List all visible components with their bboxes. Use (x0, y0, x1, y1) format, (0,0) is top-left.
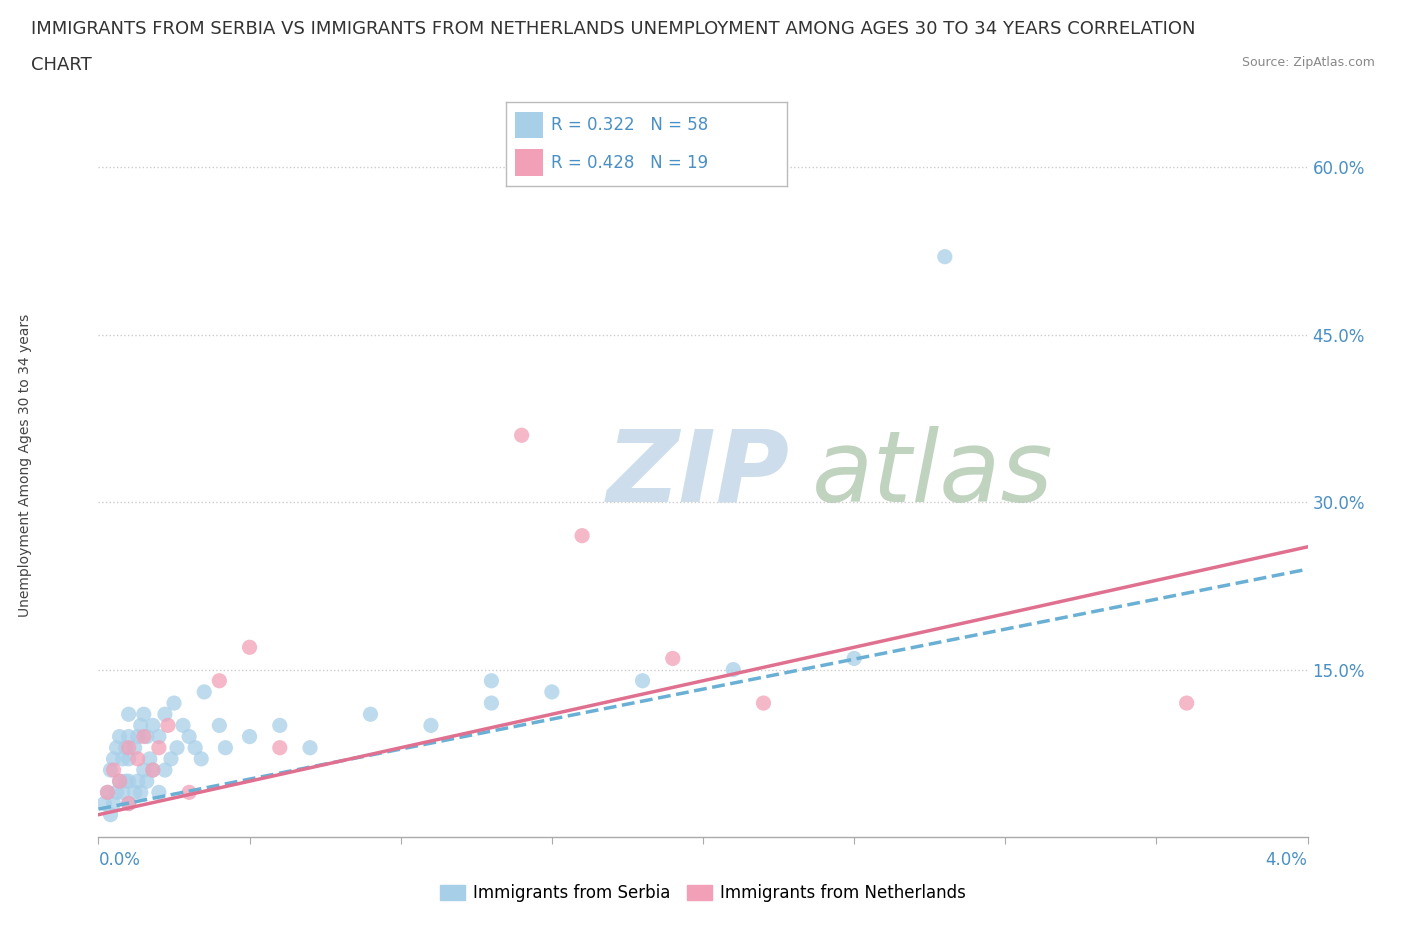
Point (111, 751, 134, 766)
Point (239, 640, 262, 655)
Point (723, 662, 745, 677)
Point (239, 729, 262, 744)
Point (844, 651, 866, 666)
Text: atlas: atlas (811, 426, 1053, 523)
Point (108, 729, 131, 744)
Point (631, 673, 654, 688)
Point (571, 528, 593, 543)
Point (142, 718, 165, 733)
Point (934, 249, 956, 264)
Point (752, 696, 775, 711)
Point (1175, 696, 1198, 711)
Text: Source: ZipAtlas.com: Source: ZipAtlas.com (1241, 56, 1375, 69)
Bar (515, 149, 543, 176)
Point (103, 796, 125, 811)
Point (479, 673, 503, 688)
Point (114, 774, 136, 789)
Point (139, 751, 162, 766)
Point (118, 751, 141, 766)
Point (419, 718, 441, 733)
Point (129, 785, 152, 800)
Point (269, 740, 291, 755)
Point (127, 751, 149, 766)
Point (118, 740, 141, 755)
Point (359, 707, 381, 722)
Point (118, 707, 141, 722)
Text: CHART: CHART (31, 56, 91, 73)
Point (142, 763, 165, 777)
Point (114, 740, 136, 755)
Point (118, 774, 141, 789)
Point (132, 729, 155, 744)
Text: IMMIGRANTS FROM SERBIA VS IMMIGRANTS FROM NETHERLANDS UNEMPLOYMENT AMONG AGES 30: IMMIGRANTS FROM SERBIA VS IMMIGRANTS FRO… (31, 20, 1195, 38)
Point (103, 763, 125, 777)
Point (124, 785, 146, 800)
Point (208, 673, 231, 688)
Point (190, 751, 212, 766)
Text: R = 0.428   N = 19: R = 0.428 N = 19 (551, 153, 709, 171)
Point (148, 785, 170, 800)
Point (214, 740, 236, 755)
Point (108, 774, 131, 789)
Point (153, 763, 176, 777)
Text: ZIP: ZIP (606, 426, 789, 523)
Point (124, 740, 146, 755)
Point (132, 763, 155, 777)
Point (148, 729, 170, 744)
Point (96, 785, 118, 800)
Point (118, 796, 141, 811)
Point (172, 718, 194, 733)
Point (510, 428, 533, 443)
Point (100, 763, 122, 777)
Point (96, 785, 118, 800)
Point (135, 729, 157, 744)
Point (118, 796, 141, 811)
Point (208, 718, 231, 733)
Point (103, 751, 125, 766)
Bar (515, 112, 543, 139)
Point (269, 718, 291, 733)
Point (129, 718, 152, 733)
Point (661, 651, 683, 666)
Point (193, 684, 215, 699)
Point (135, 774, 157, 789)
Point (105, 785, 128, 800)
Point (166, 740, 188, 755)
Point (156, 718, 179, 733)
Text: R = 0.322   N = 58: R = 0.322 N = 58 (551, 116, 709, 134)
Point (179, 785, 201, 800)
Point (93, 796, 115, 811)
Point (148, 740, 170, 755)
Point (142, 763, 165, 777)
Point (132, 707, 155, 722)
Point (479, 696, 503, 711)
Point (540, 684, 562, 699)
Point (105, 740, 128, 755)
Text: 4.0%: 4.0% (1265, 851, 1308, 869)
Legend: Immigrants from Serbia, Immigrants from Netherlands: Immigrants from Serbia, Immigrants from … (433, 877, 973, 909)
Point (299, 740, 322, 755)
Point (163, 696, 186, 711)
Point (179, 729, 201, 744)
Point (100, 807, 122, 822)
Point (160, 751, 183, 766)
Point (127, 729, 149, 744)
Point (184, 740, 207, 755)
Point (127, 774, 149, 789)
Point (111, 785, 134, 800)
Text: Unemployment Among Ages 30 to 34 years: Unemployment Among Ages 30 to 34 years (18, 313, 32, 617)
Point (118, 729, 141, 744)
Point (153, 707, 176, 722)
Text: 0.0%: 0.0% (98, 851, 141, 869)
Point (108, 774, 131, 789)
